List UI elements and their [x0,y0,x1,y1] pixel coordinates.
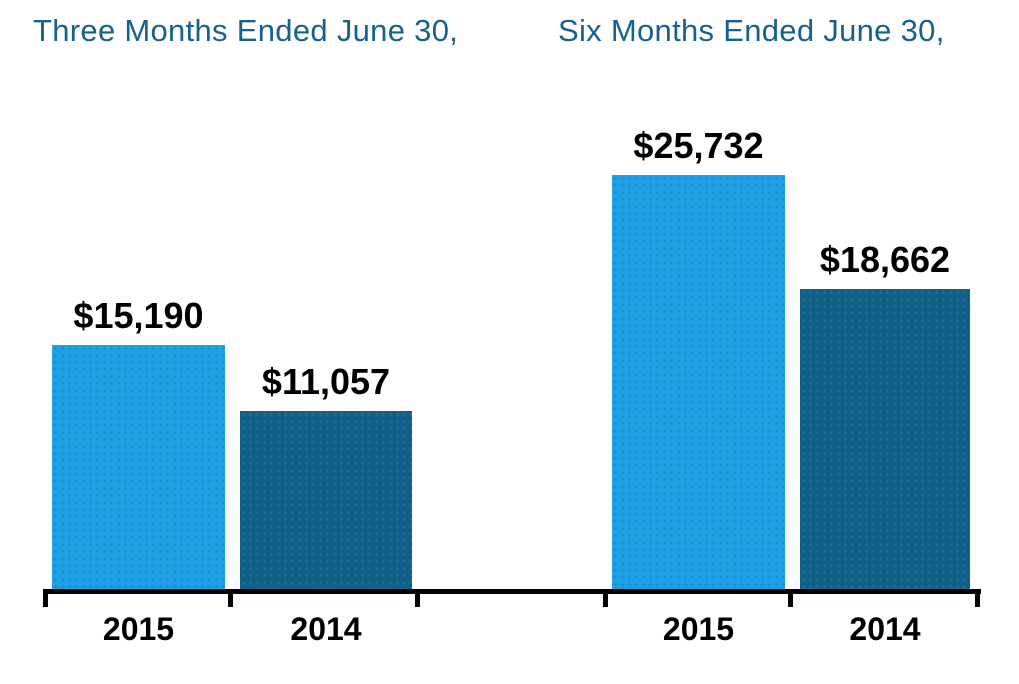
bar-value-label-2014-six-months: $18,662 [819,239,951,280]
x-axis-tick [228,589,233,607]
bar-2014-six-months [800,289,970,589]
bar-value-label-2014-three-months: $11,057 [261,361,391,402]
x-axis-category-label-2015-six-months: 2015 [662,611,735,647]
x-axis-tick [415,589,420,607]
x-axis-tick [43,589,48,607]
x-axis-category-label-2014-three-months: 2014 [290,611,362,647]
bar-value-label-2015-six-months: $25,732 [633,125,764,166]
group-title-six-months: Six Months Ended June 30, [558,13,945,48]
x-axis-tick [788,589,793,607]
bar-2015-three-months [52,345,225,589]
x-axis-category-label-2015-three-months: 2015 [102,611,175,647]
x-axis-tick [975,589,980,607]
bar-value-label-2015-three-months: $15,190 [73,295,204,336]
group-title-three-months: Three Months Ended June 30, [33,13,459,48]
x-axis-line [43,589,981,594]
x-axis-category-label-2014-six-months: 2014 [849,611,921,647]
x-axis-tick [603,589,608,607]
bar-2015-six-months [612,175,785,589]
bar-2014-three-months [240,411,412,589]
